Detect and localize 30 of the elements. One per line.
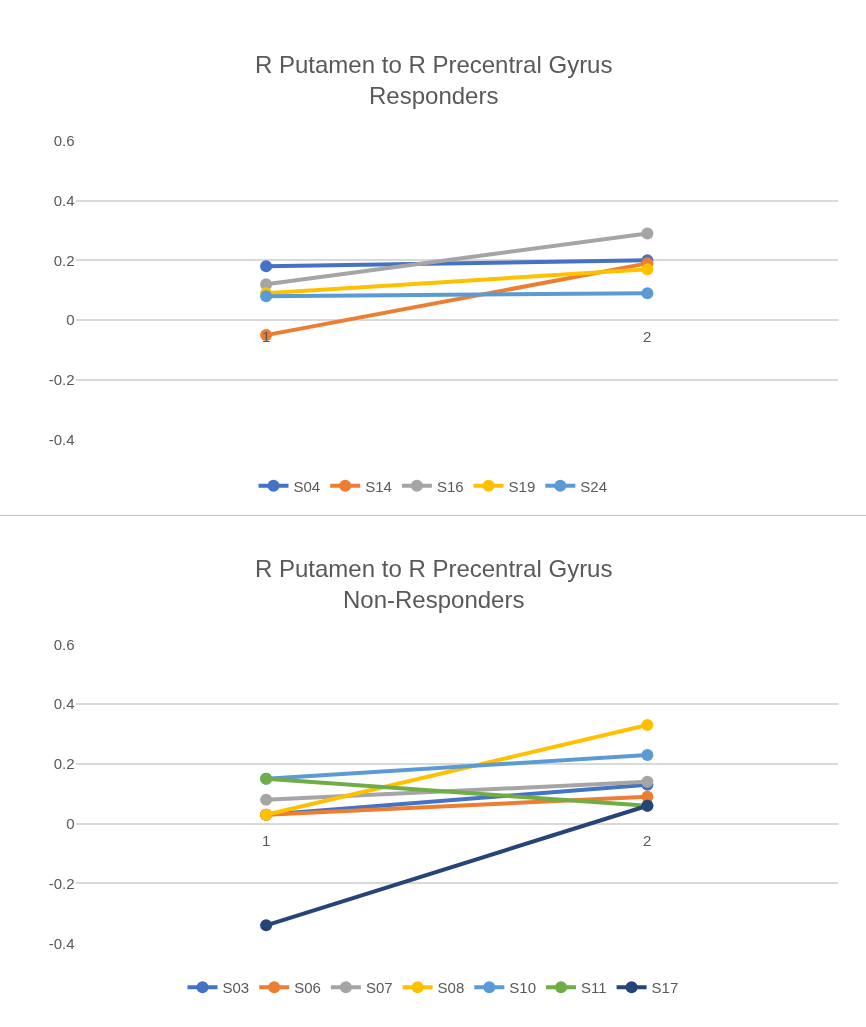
legend-label: S16: [436, 477, 464, 495]
y-tick-label: 0.6: [53, 132, 75, 150]
x-tick-label: 1: [262, 832, 271, 849]
y-tick-label: 0.4: [53, 191, 75, 209]
x-tick-label: 1: [262, 328, 271, 345]
legend-label: S11: [581, 979, 607, 997]
x-tick-label: 2: [643, 328, 652, 345]
chart-title: R Putamen to R Precentral Gyrus Non-Responders: [255, 555, 613, 614]
legend-label: S24: [580, 477, 608, 495]
y-tick-label: -0.2: [48, 371, 75, 389]
legend-label: S08: [437, 979, 465, 997]
y-tick-label: 0: [66, 814, 75, 832]
legend-label: S17: [651, 979, 679, 997]
legend-label: S10: [509, 979, 537, 997]
legend-label: S14: [365, 477, 392, 495]
legend-label: S06: [294, 979, 321, 997]
legend-label: S07: [365, 979, 393, 997]
y-tick-label: 0.2: [53, 251, 75, 269]
x-tick-label: 2: [643, 832, 652, 849]
y-tick-label: -0.4: [48, 934, 75, 952]
y-tick-label: 0: [66, 311, 75, 329]
y-tick-label: 0.6: [53, 635, 75, 653]
y-tick-label: -0.2: [48, 874, 75, 892]
y-tick-label: 0.2: [53, 755, 75, 773]
legend-label: S04: [293, 477, 321, 495]
y-tick-label: -0.4: [48, 431, 75, 448]
chart-title: R Putamen to R Precentral Gyrus Responders: [255, 51, 613, 110]
legend-label: S19: [508, 477, 536, 495]
y-tick-label: 0.4: [53, 695, 75, 713]
legend-label: S03: [222, 979, 250, 997]
